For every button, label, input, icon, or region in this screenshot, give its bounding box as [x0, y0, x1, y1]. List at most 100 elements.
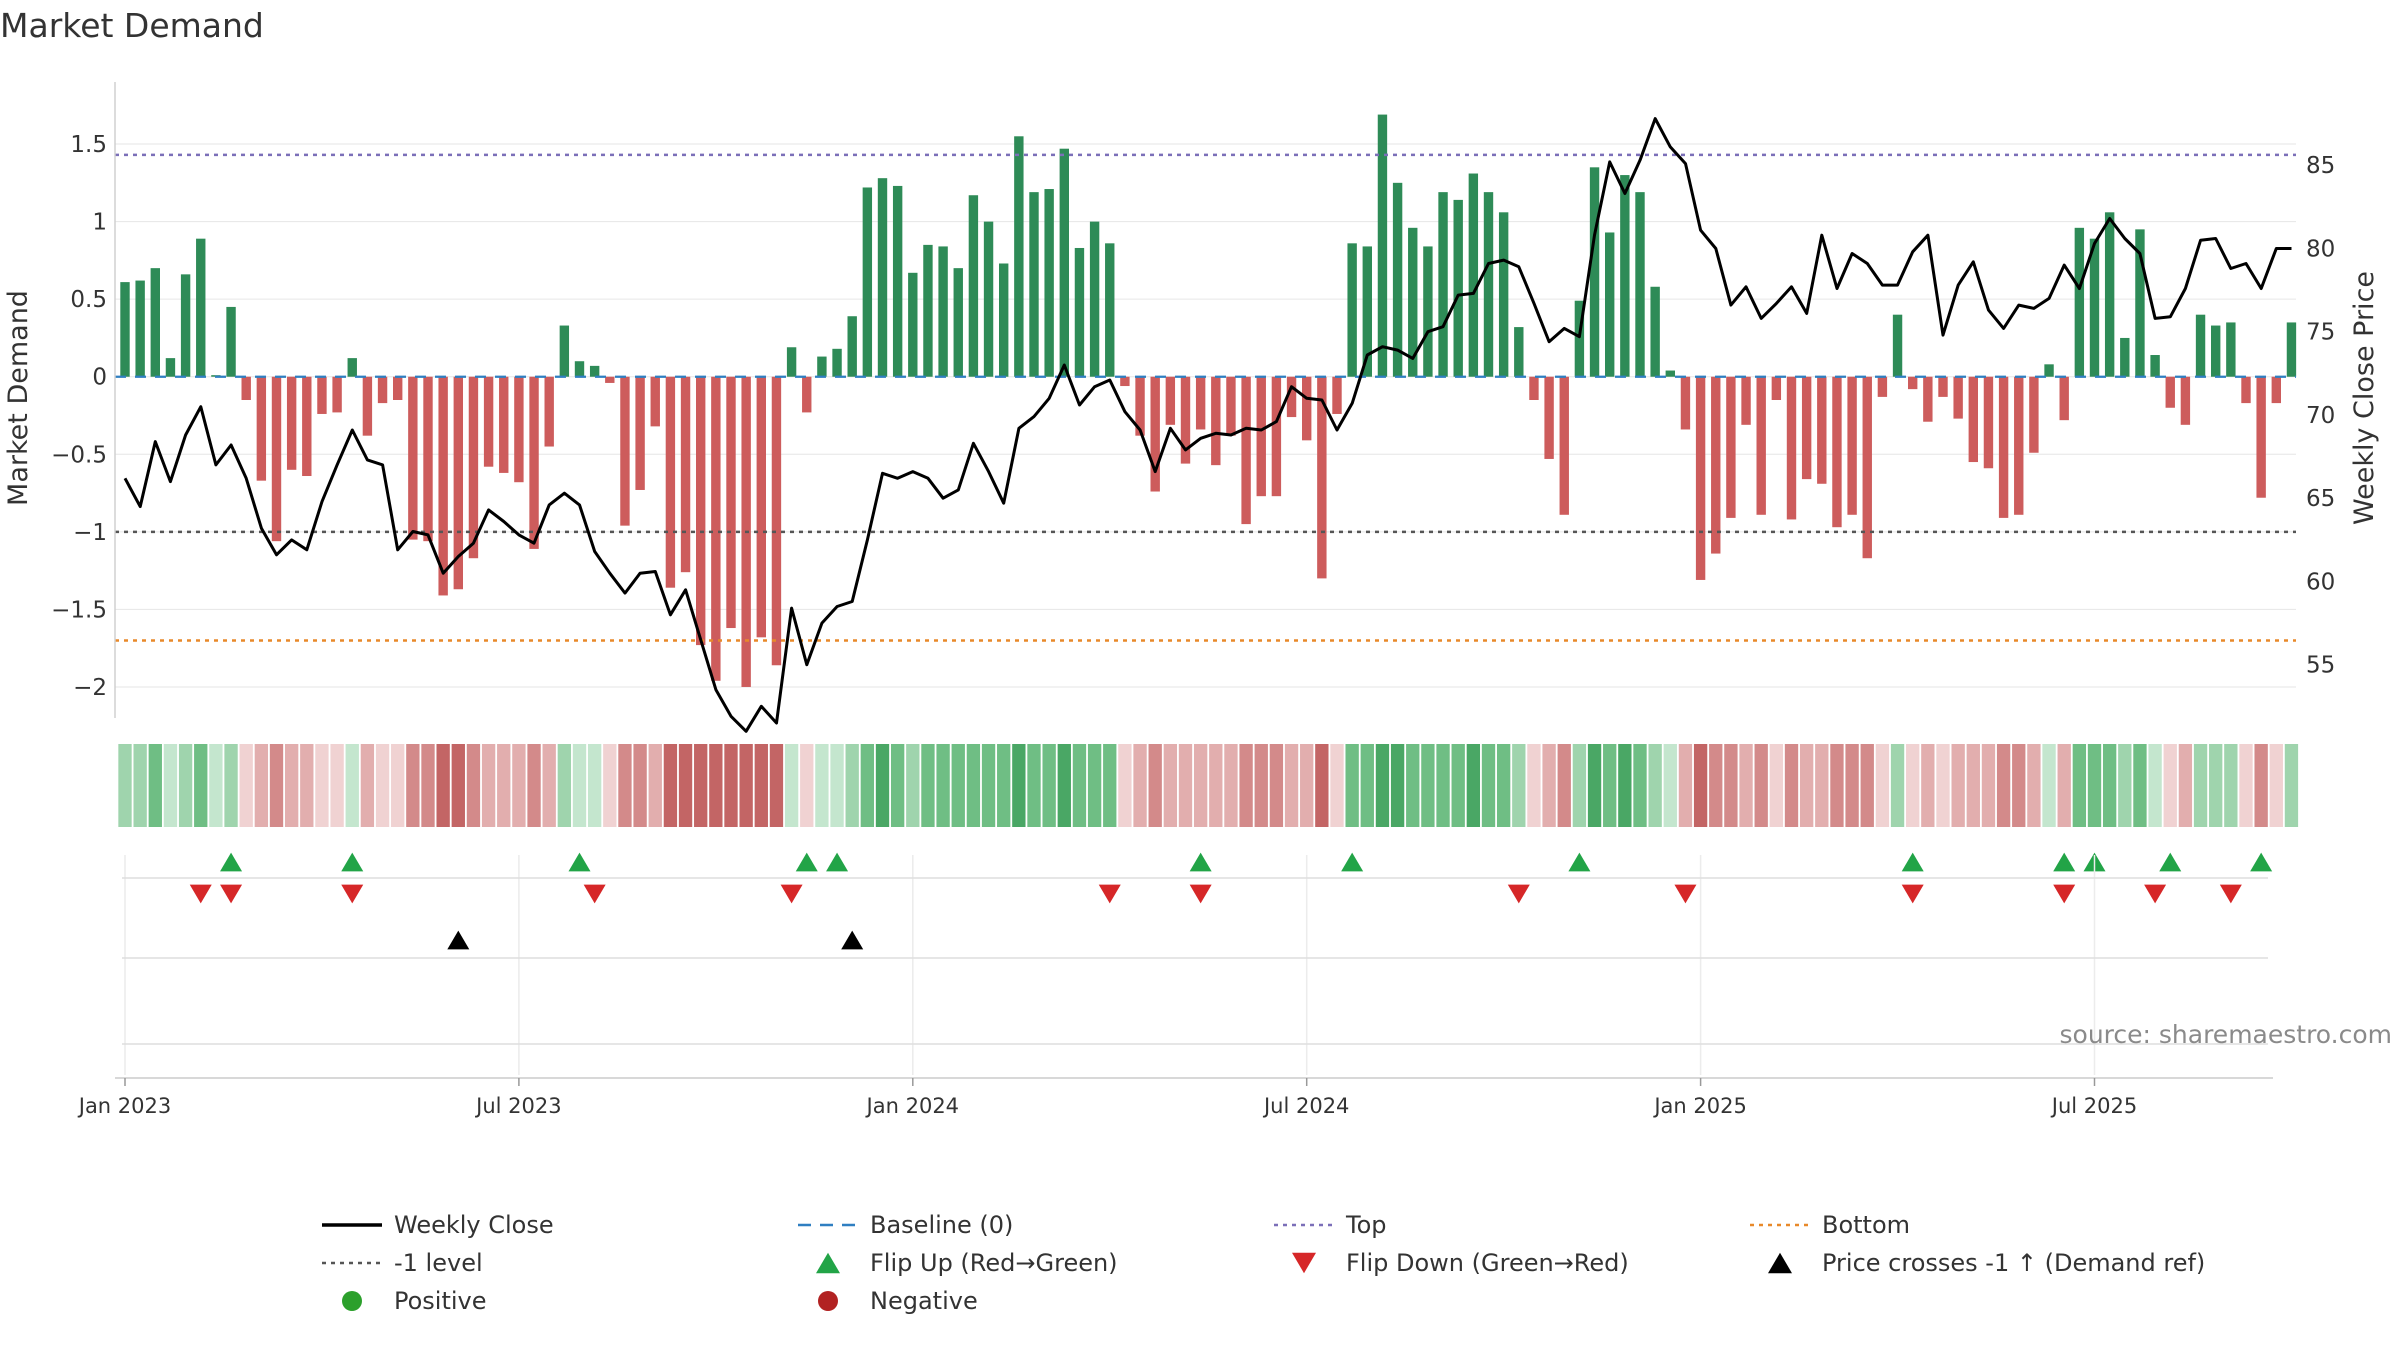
strip-cell-13 — [300, 744, 314, 827]
demand-bar-27 — [514, 376, 524, 483]
demand-bar-142 — [2256, 376, 2266, 498]
demand-bar-104 — [1680, 376, 1691, 430]
demand-bar-95 — [1544, 376, 1554, 459]
demand-bar-16 — [347, 358, 357, 377]
strip-cell-83 — [1360, 744, 1374, 827]
x-axis: Jan 2023 Jul 2023 Jan 2024 Jul 2024 Jan 2025… — [77, 855, 2273, 1118]
strip-cell-130 — [2072, 744, 2087, 827]
strip-cell-85 — [1390, 744, 1405, 827]
strip-cell-106 — [1709, 744, 1723, 827]
strip-cell-128 — [2042, 744, 2056, 827]
demand-bar-50 — [862, 187, 873, 377]
strip-cell-119 — [1906, 744, 1920, 827]
flip-up-marker-2 — [568, 852, 591, 872]
strip-cell-118 — [1890, 744, 1905, 827]
flip-up-marker-5 — [1189, 852, 1212, 872]
legend-item-flip-down-green-red: Flip Down (Green→Red) — [1292, 1249, 1629, 1277]
flip-down-marker-12 — [2219, 884, 2242, 904]
heat-strip — [118, 744, 2299, 827]
strip-cell-6 — [194, 744, 208, 827]
demand-bar-116 — [1862, 376, 1872, 559]
demand-bar-38 — [680, 376, 691, 573]
strip-cell-41 — [724, 744, 738, 827]
strip-cell-115 — [1845, 744, 1859, 827]
strip-cell-141 — [2239, 744, 2253, 827]
demand-bar-144 — [2286, 322, 2297, 377]
demand-bar-102 — [1650, 286, 1660, 377]
demand-bar-130 — [2074, 227, 2085, 377]
demand-bar-51 — [877, 178, 888, 377]
strip-cell-58 — [981, 744, 996, 827]
legend-item-top: Top — [1274, 1211, 1387, 1239]
strip-cell-87 — [1421, 744, 1435, 827]
left-tick-label-4: −0.5 — [51, 442, 107, 468]
legend-label-price-crosses-1-demand-ref: Price crosses -1 ↑ (Demand ref) — [1822, 1249, 2205, 1277]
demand-bar-100 — [1620, 175, 1630, 377]
demand-bar-37 — [665, 376, 676, 588]
demand-bar-83 — [1362, 246, 1372, 377]
demand-bar-118 — [1892, 314, 1903, 377]
legend-item-negative: Negative — [818, 1287, 978, 1315]
strip-cell-37 — [663, 744, 678, 827]
flip-down-marker-3 — [583, 884, 606, 904]
strip-cell-53 — [906, 744, 920, 827]
demand-bar-67 — [1120, 376, 1130, 387]
demand-bar-101 — [1635, 192, 1645, 377]
demand-bar-132 — [2104, 212, 2115, 377]
demand-bar-49 — [847, 316, 857, 377]
demand-bar-2 — [135, 280, 145, 377]
demand-bar-103 — [1665, 370, 1675, 377]
strip-cell-15 — [330, 744, 344, 827]
strip-cell-69 — [1148, 744, 1162, 827]
right-tick-label-4: 65 — [2306, 486, 2335, 512]
strip-cell-133 — [2118, 744, 2132, 827]
flip-up-marker-0 — [220, 852, 243, 872]
demand-bar-86 — [1408, 227, 1418, 377]
demand-bar-89 — [1453, 199, 1463, 377]
demand-bar-87 — [1423, 246, 1433, 377]
demand-bar-121 — [1938, 376, 1948, 397]
right-tick-label-5: 60 — [2306, 569, 2335, 595]
strip-cell-34 — [618, 744, 632, 827]
demand-bar-68 — [1135, 376, 1145, 436]
demand-bar-128 — [2044, 364, 2054, 377]
demand-bar-46 — [802, 376, 812, 413]
strip-cell-101 — [1633, 744, 1647, 827]
strip-cell-28 — [527, 744, 541, 827]
demand-bar-107 — [1726, 376, 1736, 518]
strip-cell-136 — [2163, 744, 2177, 827]
flip-down-marker-10 — [2053, 884, 2076, 904]
demand-bar-9 — [241, 376, 251, 400]
flip-down-marker-6 — [1189, 884, 1212, 904]
demand-bar-35 — [635, 376, 645, 490]
left-tick-label-0: 1.5 — [70, 132, 107, 158]
right-tick-label-3: 70 — [2306, 403, 2335, 429]
legend-label-1-level: -1 level — [394, 1249, 483, 1277]
demand-bar-129 — [2059, 376, 2069, 421]
flip-up-marker-6 — [1341, 852, 1364, 872]
flip-up-marker-4 — [826, 852, 849, 872]
strip-cell-51 — [875, 744, 890, 827]
flip-markers — [189, 852, 2273, 950]
demand-bar-113 — [1817, 376, 1827, 484]
strip-cell-100 — [1618, 744, 1632, 827]
strip-cell-138 — [2193, 744, 2208, 827]
strip-cell-62 — [1042, 744, 1056, 827]
price-cross-marker-0 — [447, 930, 470, 950]
strip-cell-95 — [1542, 744, 1556, 827]
strip-cell-14 — [315, 744, 329, 827]
right-tick-label-2: 75 — [2306, 320, 2335, 346]
strip-cell-76 — [1254, 744, 1268, 827]
strip-cell-54 — [921, 744, 935, 827]
demand-bar-69 — [1150, 376, 1160, 492]
flip-down-marker-4 — [780, 884, 803, 904]
strip-cell-127 — [2027, 744, 2041, 827]
strip-cell-19 — [391, 744, 405, 827]
left-tick-label-3: 0 — [92, 365, 107, 391]
demand-bar-80 — [1317, 376, 1327, 579]
legend-item-1-level: -1 level — [322, 1249, 483, 1277]
price-cross-marker-1 — [841, 930, 864, 950]
x-tick-label-1: Jul 2023 — [474, 1094, 561, 1118]
demand-bar-10 — [256, 376, 267, 481]
strip-cell-97 — [1572, 744, 1587, 827]
